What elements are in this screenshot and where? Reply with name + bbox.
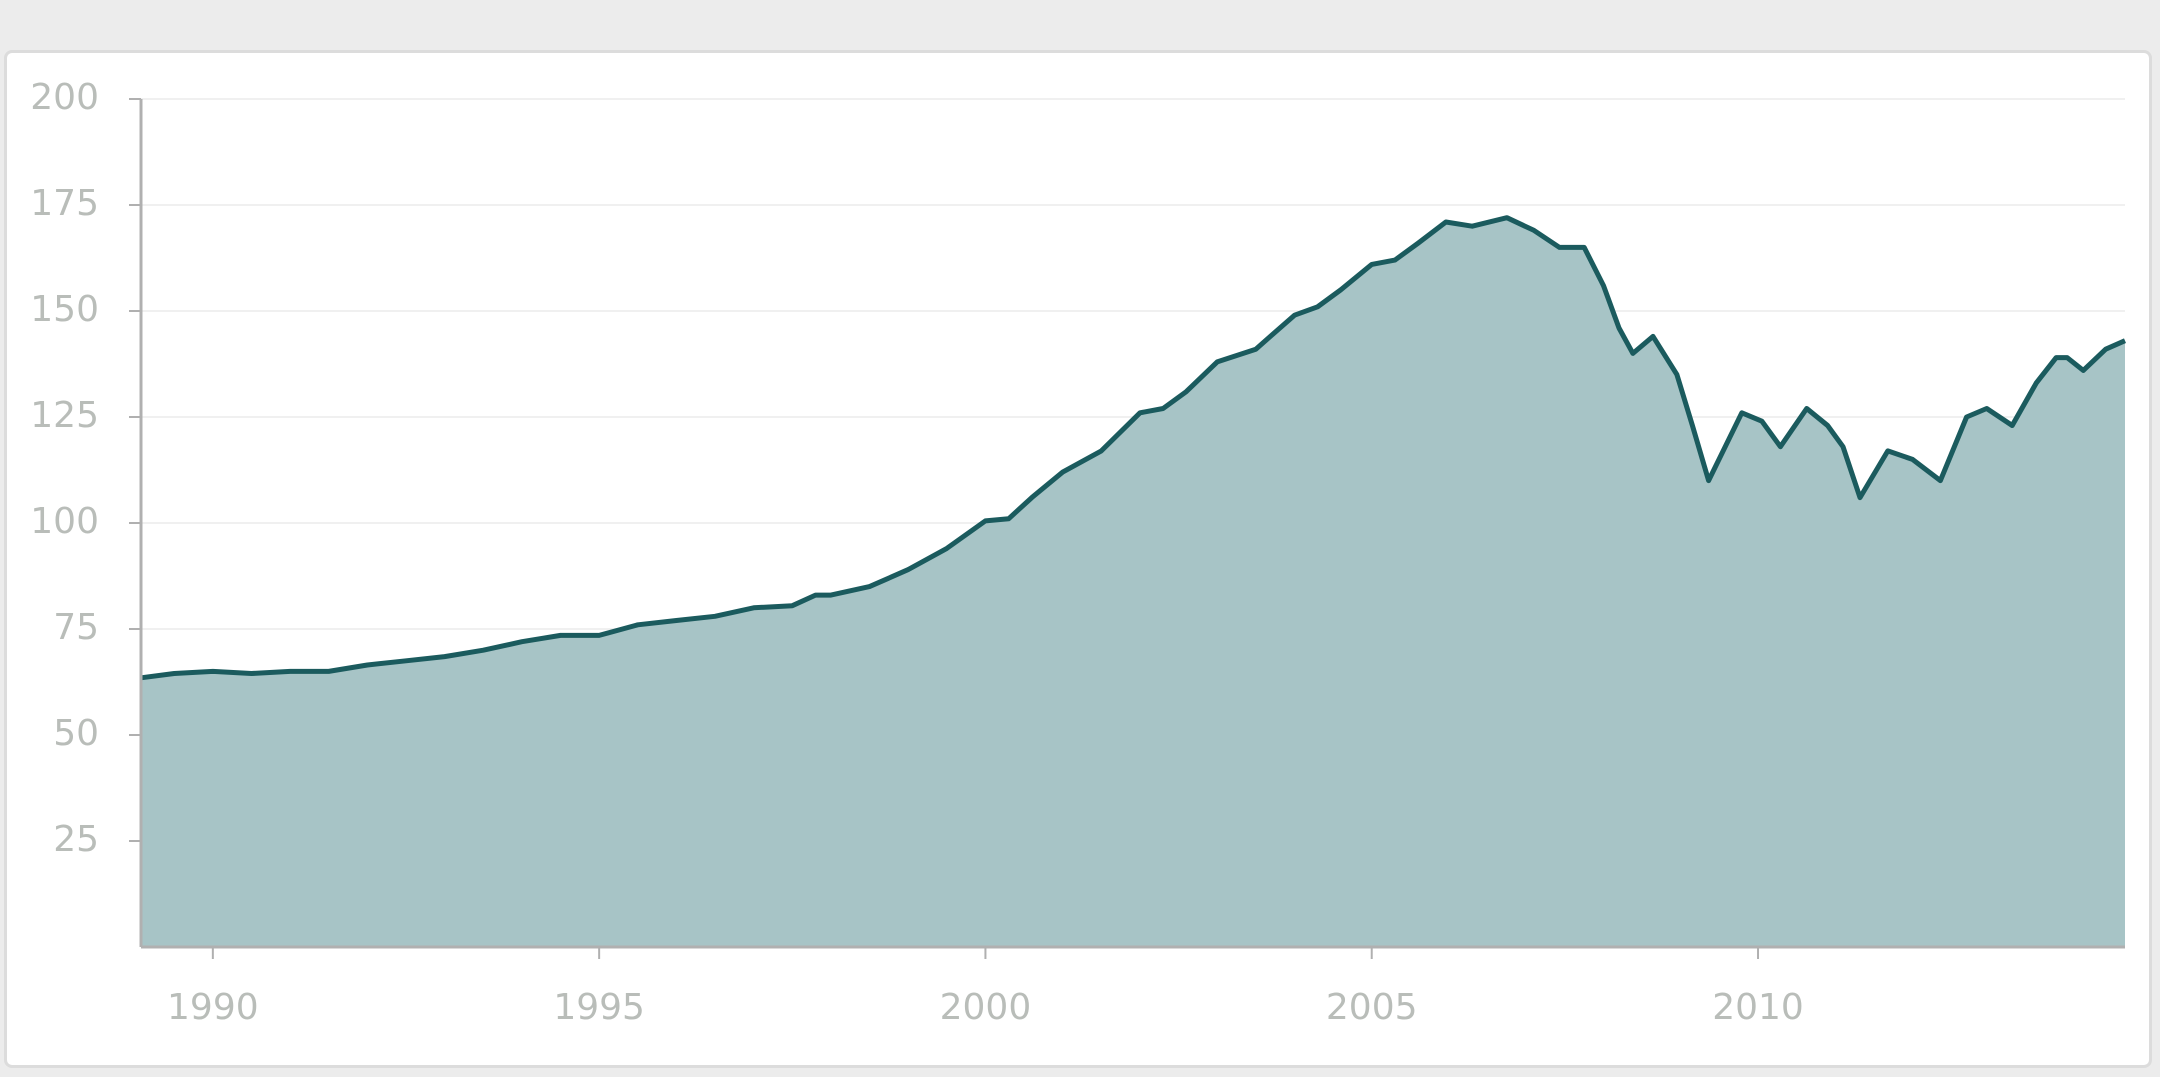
y-tick-label: 25 <box>53 819 99 860</box>
x-tick-label: 2010 <box>1712 987 1804 1028</box>
y-tick-label: 75 <box>53 607 99 648</box>
y-tick-label: 150 <box>30 289 99 330</box>
y-tick-label: 175 <box>30 183 99 224</box>
line <box>140 215 2127 681</box>
y-tick-label: 50 <box>53 713 99 754</box>
y-tick-label: 200 <box>30 77 99 118</box>
x-tick-label: 2000 <box>940 987 1032 1028</box>
y-tick-label: 100 <box>30 501 99 542</box>
x-tick-label: 1995 <box>553 987 645 1028</box>
x-tick-label: 2005 <box>1326 987 1418 1028</box>
x-tick-label: 1990 <box>167 987 259 1028</box>
y-tick-label: 125 <box>30 395 99 436</box>
area <box>141 217 2125 947</box>
